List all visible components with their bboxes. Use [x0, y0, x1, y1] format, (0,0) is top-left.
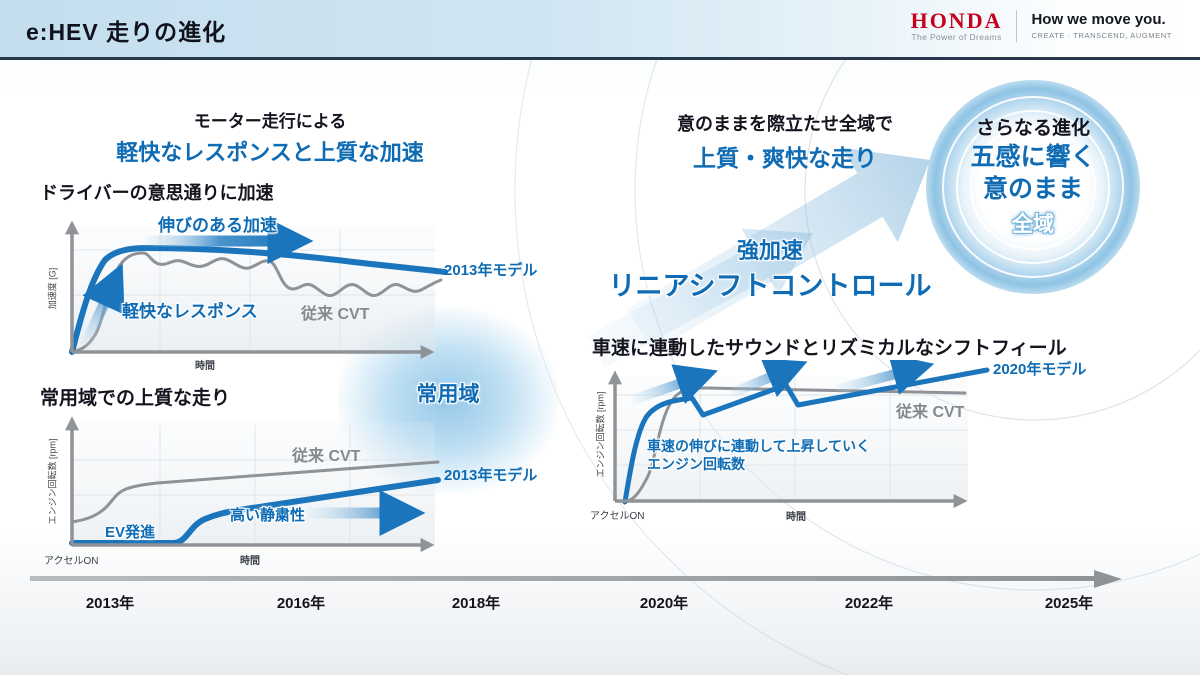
- decor-arc-mid: [634, 0, 1200, 591]
- boost-label: 強加速: [736, 238, 803, 263]
- honda-wordmark-block: HONDA The Power of Dreams: [910, 7, 1003, 42]
- chart2-cvt-curve: [70, 460, 440, 524]
- chart1-response-arrow: [79, 263, 125, 349]
- chart3-model-label: 2020年モデル: [993, 361, 1087, 378]
- chart1-extension-label: 伸びのある加速: [158, 216, 277, 235]
- header: e:HEV 走りの進化 HONDA The Power of Dreams Ho…: [0, 0, 1200, 60]
- left-lead: モーター走行による 軽快なレスポンスと上質な加速: [90, 107, 450, 167]
- evolution-line4: 全域: [1012, 213, 1054, 236]
- timeline-axis: [30, 576, 1096, 581]
- honda-logo-text: HONDA: [910, 7, 1003, 33]
- chart1-response-label: 軽快なレスポンス: [122, 302, 258, 321]
- evolution-circle-ring-lines: [930, 84, 1136, 290]
- page-title: e:HEV 走りの進化: [26, 19, 227, 45]
- chart2-quiet-label: 高い静粛性: [230, 507, 306, 524]
- chart1-cvt-curve: [70, 251, 443, 354]
- decor-arc-outer: [514, 0, 850, 675]
- chart1-title: ドライバーの意思通りに加速: [40, 183, 274, 203]
- timeline-arrowhead: [1094, 570, 1122, 588]
- timeline-year-2025: 2025年: [1044, 595, 1094, 612]
- timeline-year-2016: 2016年: [276, 595, 326, 612]
- chart1-model-label: 2013年モデル: [444, 262, 538, 279]
- chart2-title: 常用域での上質な走り: [40, 388, 231, 409]
- chart1-cvt-label: 従来 CVT: [301, 306, 370, 323]
- chart3-title: 車速に連動したサウンドとリズミカルなシフトフィール: [592, 338, 1067, 359]
- right-lead-top: 意のままを際立たせ全域で: [677, 114, 893, 134]
- right-lead-main: 上質・爽快な走り: [693, 145, 877, 171]
- timeline-year-2018: 2018年: [451, 595, 501, 612]
- chart2-ylabel: エンジン回転数 [rpm]: [47, 438, 58, 525]
- chart3-ylabel: エンジン回転数 [rpm]: [595, 391, 606, 478]
- chart3-origin-label: アクセルON: [590, 511, 645, 522]
- logo-divider: [1016, 10, 1018, 42]
- decor-arc-inner: [804, 0, 1200, 421]
- right-lead: 意のままを際立たせ全域で 上質・爽快な走り: [650, 110, 920, 173]
- timeline-year-2020: 2020年: [639, 595, 689, 612]
- chart1-acceleration: [65, 217, 448, 359]
- chart2-grid: [72, 425, 435, 545]
- chart3-shift-arrow-3: [833, 360, 935, 395]
- chart2-origin-label: アクセルON: [44, 556, 99, 567]
- evolution-line3: 意のまま: [982, 175, 1083, 203]
- timeline-year-2013: 2013年: [85, 595, 135, 612]
- chart1-xlabel: 時間: [195, 361, 215, 372]
- slogan-block: How we move you. CREATE · TRANSCEND, AUG…: [1031, 11, 1172, 41]
- evolution-line1: さらなる進化: [975, 118, 1090, 139]
- chart3-rpm-2020: [608, 360, 990, 508]
- chart2-rpm: [65, 416, 441, 552]
- linear-shift-control-label: リニアシフトコントロール: [608, 271, 932, 301]
- evolution-circle: さらなる進化 五感に響く 意のまま 全域: [926, 80, 1140, 294]
- chart2-panel: [72, 422, 435, 545]
- chart3-cvt-label: 従来 CVT: [896, 404, 965, 421]
- evolution-circle-rings: [926, 80, 1140, 294]
- chart2-cvt-label: 従来 CVT: [292, 448, 361, 465]
- chart2-xlabel: 時間: [240, 556, 260, 567]
- zone-bubble-label: 常用域: [416, 383, 480, 406]
- chart3-shift-arrow-1: [630, 364, 718, 405]
- left-lead-top: モーター走行による: [193, 112, 347, 131]
- left-lead-main: 軽快なレスポンスと上質な加速: [116, 140, 424, 165]
- slogan-text: How we move you.: [1031, 11, 1166, 28]
- chart3-note-line2: エンジン回転数: [647, 456, 745, 472]
- decor-arrow-big: [627, 147, 930, 352]
- chart1-ylabel: 加速度 [G]: [47, 267, 58, 310]
- honda-logo: HONDA The Power of Dreams How we move yo…: [910, 7, 1172, 42]
- chart3-xlabel: 時間: [786, 512, 806, 523]
- chart2-ev-label: EV発進: [105, 524, 156, 541]
- slogan-subtext: CREATE · TRANSCEND, AUGMENT: [1031, 31, 1172, 40]
- chart2-model-label: 2013年モデル: [444, 467, 538, 484]
- evolution-line2: 五感に響く: [970, 143, 1096, 171]
- timeline-year-2022: 2022年: [844, 595, 894, 612]
- chart3-shift-arrow-2: [728, 360, 808, 399]
- chart3-note-line1: 車速の伸びに連動して上昇していく: [647, 438, 871, 454]
- chart2-model-curve: [69, 477, 441, 546]
- honda-tagline: The Power of Dreams: [911, 31, 1002, 42]
